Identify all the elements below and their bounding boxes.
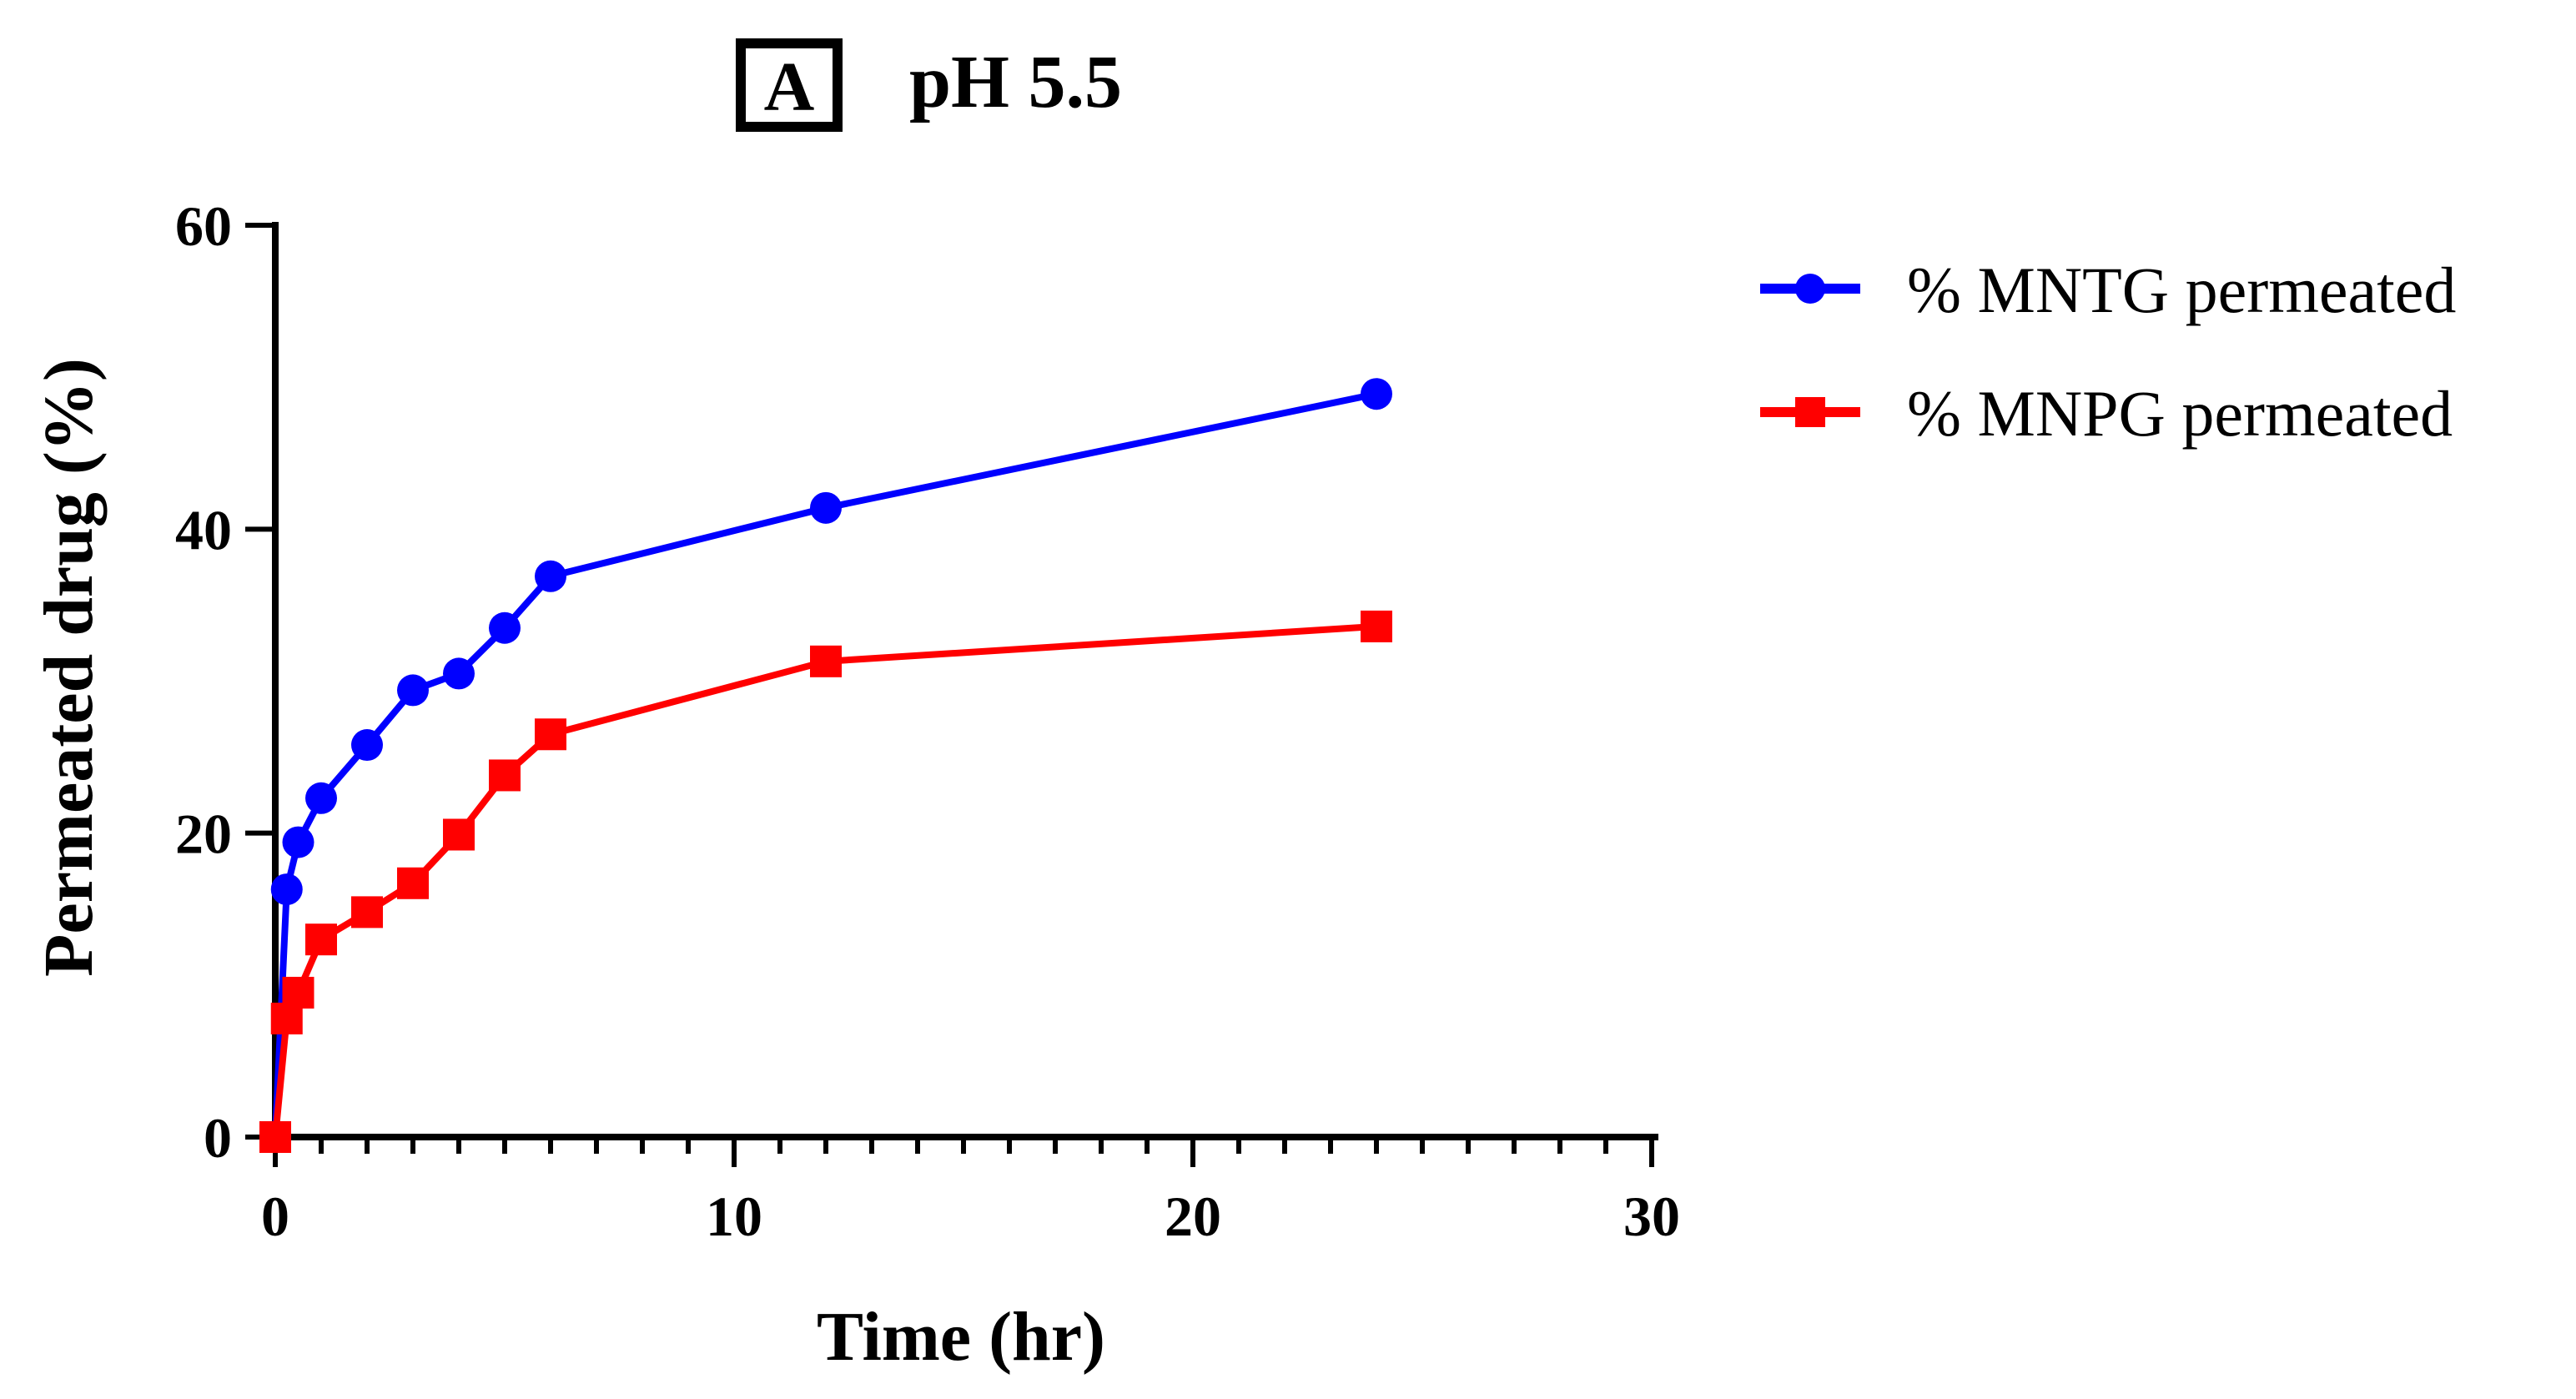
series-mntg-permeated	[259, 378, 1392, 1153]
data-point	[351, 896, 383, 928]
x-tick-labels: 0 10 20 30	[261, 1185, 1680, 1248]
legend: % MNTG permeated % MNPG permeated	[1760, 254, 2456, 450]
data-point	[443, 657, 475, 690]
x-tick-label: 10	[706, 1185, 762, 1248]
data-point	[535, 560, 566, 592]
x-axis-title: Time (hr)	[817, 1298, 1105, 1376]
y-tick-label: 20	[175, 803, 232, 866]
data-point	[810, 645, 842, 677]
legend-marker-mnpg	[1795, 397, 1825, 427]
data-point	[270, 873, 303, 906]
legend-label-mnpg: % MNPG permeated	[1907, 377, 2453, 450]
legend-label-mntg: % MNTG permeated	[1907, 254, 2456, 326]
data-point	[397, 867, 429, 899]
y-tick-label: 60	[175, 194, 232, 258]
data-point	[1361, 610, 1392, 642]
data-point	[397, 674, 429, 707]
y-tick-label: 0	[204, 1106, 232, 1170]
panel-label-box	[736, 38, 843, 132]
y-tick-label: 40	[175, 498, 232, 561]
data-point	[305, 923, 337, 956]
x-tick-label: 0	[261, 1185, 289, 1248]
x-tick-label: 20	[1165, 1185, 1221, 1248]
data-point	[535, 718, 566, 751]
data-point	[282, 976, 314, 1009]
chart-title: pH 5.5	[909, 41, 1122, 123]
series-layer	[259, 378, 1392, 1153]
data-point	[489, 759, 521, 792]
series-mnpg-permeated	[259, 610, 1392, 1153]
data-point	[259, 1121, 291, 1153]
data-point	[443, 818, 475, 851]
x-tick-label: 30	[1623, 1185, 1680, 1248]
data-point	[282, 826, 314, 858]
y-axis-title: Permeated drug (%)	[30, 358, 108, 977]
data-point	[305, 782, 337, 814]
data-point	[810, 491, 842, 524]
panel-label: A	[764, 48, 815, 126]
data-point	[1361, 378, 1392, 410]
legend-marker-mntg	[1795, 274, 1825, 304]
axes	[245, 222, 1658, 1167]
data-point	[489, 611, 521, 644]
data-point	[351, 729, 383, 762]
y-tick-labels: 0 20 40 60	[175, 194, 232, 1170]
series-line-mnpg-permeated	[272, 622, 1377, 1138]
